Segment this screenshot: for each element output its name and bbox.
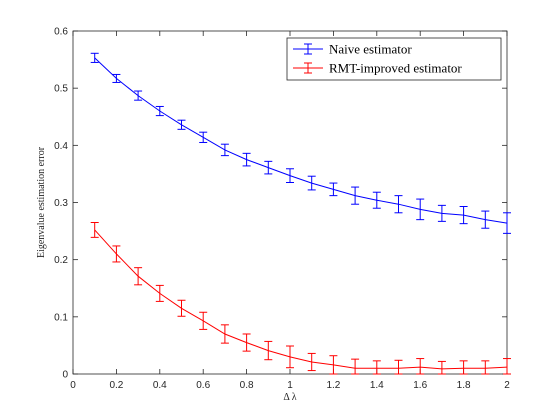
x-tick-label: 0.8 [240, 380, 254, 391]
error-bar [112, 245, 121, 263]
y-tick-label: 0.3 [54, 198, 68, 209]
error-bar [90, 222, 99, 238]
x-tick-label: 1.6 [413, 380, 427, 391]
legend-entry-1: Naive estimator [293, 42, 412, 57]
error-bar [437, 360, 446, 375]
error-bar [307, 352, 316, 372]
error-bar [503, 212, 511, 234]
error-bar [177, 299, 186, 317]
error-bar [155, 105, 164, 117]
error-bar [264, 160, 273, 175]
legend-label: Naive estimator [329, 42, 412, 57]
error-bar [134, 267, 143, 286]
error-bar [134, 90, 143, 101]
error-bar [286, 168, 294, 183]
error-bar [416, 358, 425, 375]
error-bar [220, 324, 229, 344]
plot-frame [72, 30, 508, 375]
series-line [94, 229, 508, 370]
error-bar [112, 73, 121, 83]
error-bar [329, 355, 338, 375]
y-tick-label: 0.1 [54, 312, 68, 323]
legend-label: RMT-improved estimator [329, 61, 462, 76]
error-bar [437, 204, 446, 222]
x-tick-label: 1.4 [370, 380, 384, 391]
error-bar [242, 333, 251, 352]
error-bar [199, 311, 208, 330]
error-bar [155, 284, 164, 302]
plot-area [72, 30, 508, 375]
x-tick-label: 2 [504, 380, 510, 391]
legend: Naive estimator RMT-improved estimator [286, 37, 502, 81]
error-bar [394, 195, 403, 214]
x-axis-label: Δ λ [283, 392, 296, 403]
series-2 [90, 222, 511, 375]
error-bar [286, 345, 294, 369]
x-tick-label: 0.6 [196, 380, 210, 391]
y-tick-label: 0.5 [54, 84, 68, 95]
error-bar [90, 52, 99, 63]
error-bar [351, 186, 360, 205]
error-bar [503, 358, 511, 375]
series-line [94, 57, 508, 224]
x-tick-label: 1.8 [457, 380, 471, 391]
error-bar [220, 143, 229, 157]
error-bar [177, 119, 186, 130]
x-tick-label: 0 [70, 380, 76, 391]
error-bar [394, 359, 403, 375]
x-tick-label: 1.2 [326, 380, 340, 391]
series-layer [90, 52, 511, 375]
y-axis-label: Eigenvalue estimation error [36, 146, 47, 258]
series-1 [90, 52, 511, 234]
error-bar [307, 175, 316, 191]
error-bar [459, 360, 468, 375]
y-tick-label: 0 [62, 370, 68, 381]
error-bar [481, 210, 490, 229]
legend-entry-2: RMT-improved estimator [293, 61, 462, 76]
y-tick-label: 0.4 [54, 141, 68, 152]
error-bar [372, 191, 381, 209]
x-tick-label: 0.2 [109, 380, 123, 391]
error-bar [459, 206, 468, 225]
error-bar [481, 360, 490, 375]
error-bar [329, 182, 338, 197]
error-bar [372, 360, 381, 375]
y-tick-label: 0.6 [54, 27, 68, 38]
y-tick-label: 0.2 [54, 255, 68, 266]
error-bar [416, 198, 425, 221]
error-bar [199, 131, 208, 143]
error-bar [242, 152, 251, 167]
x-tick-label: 1 [287, 380, 293, 391]
error-bar [264, 340, 273, 361]
error-bar [351, 358, 360, 375]
x-tick-label: 0.4 [153, 380, 167, 391]
axes: 0 0.2 0.4 0.6 0.8 1 1.2 1.4 1.6 1.8 2 0 0.1 0.2 0.3 0.4… [54, 27, 510, 392]
legend-box [286, 37, 502, 81]
